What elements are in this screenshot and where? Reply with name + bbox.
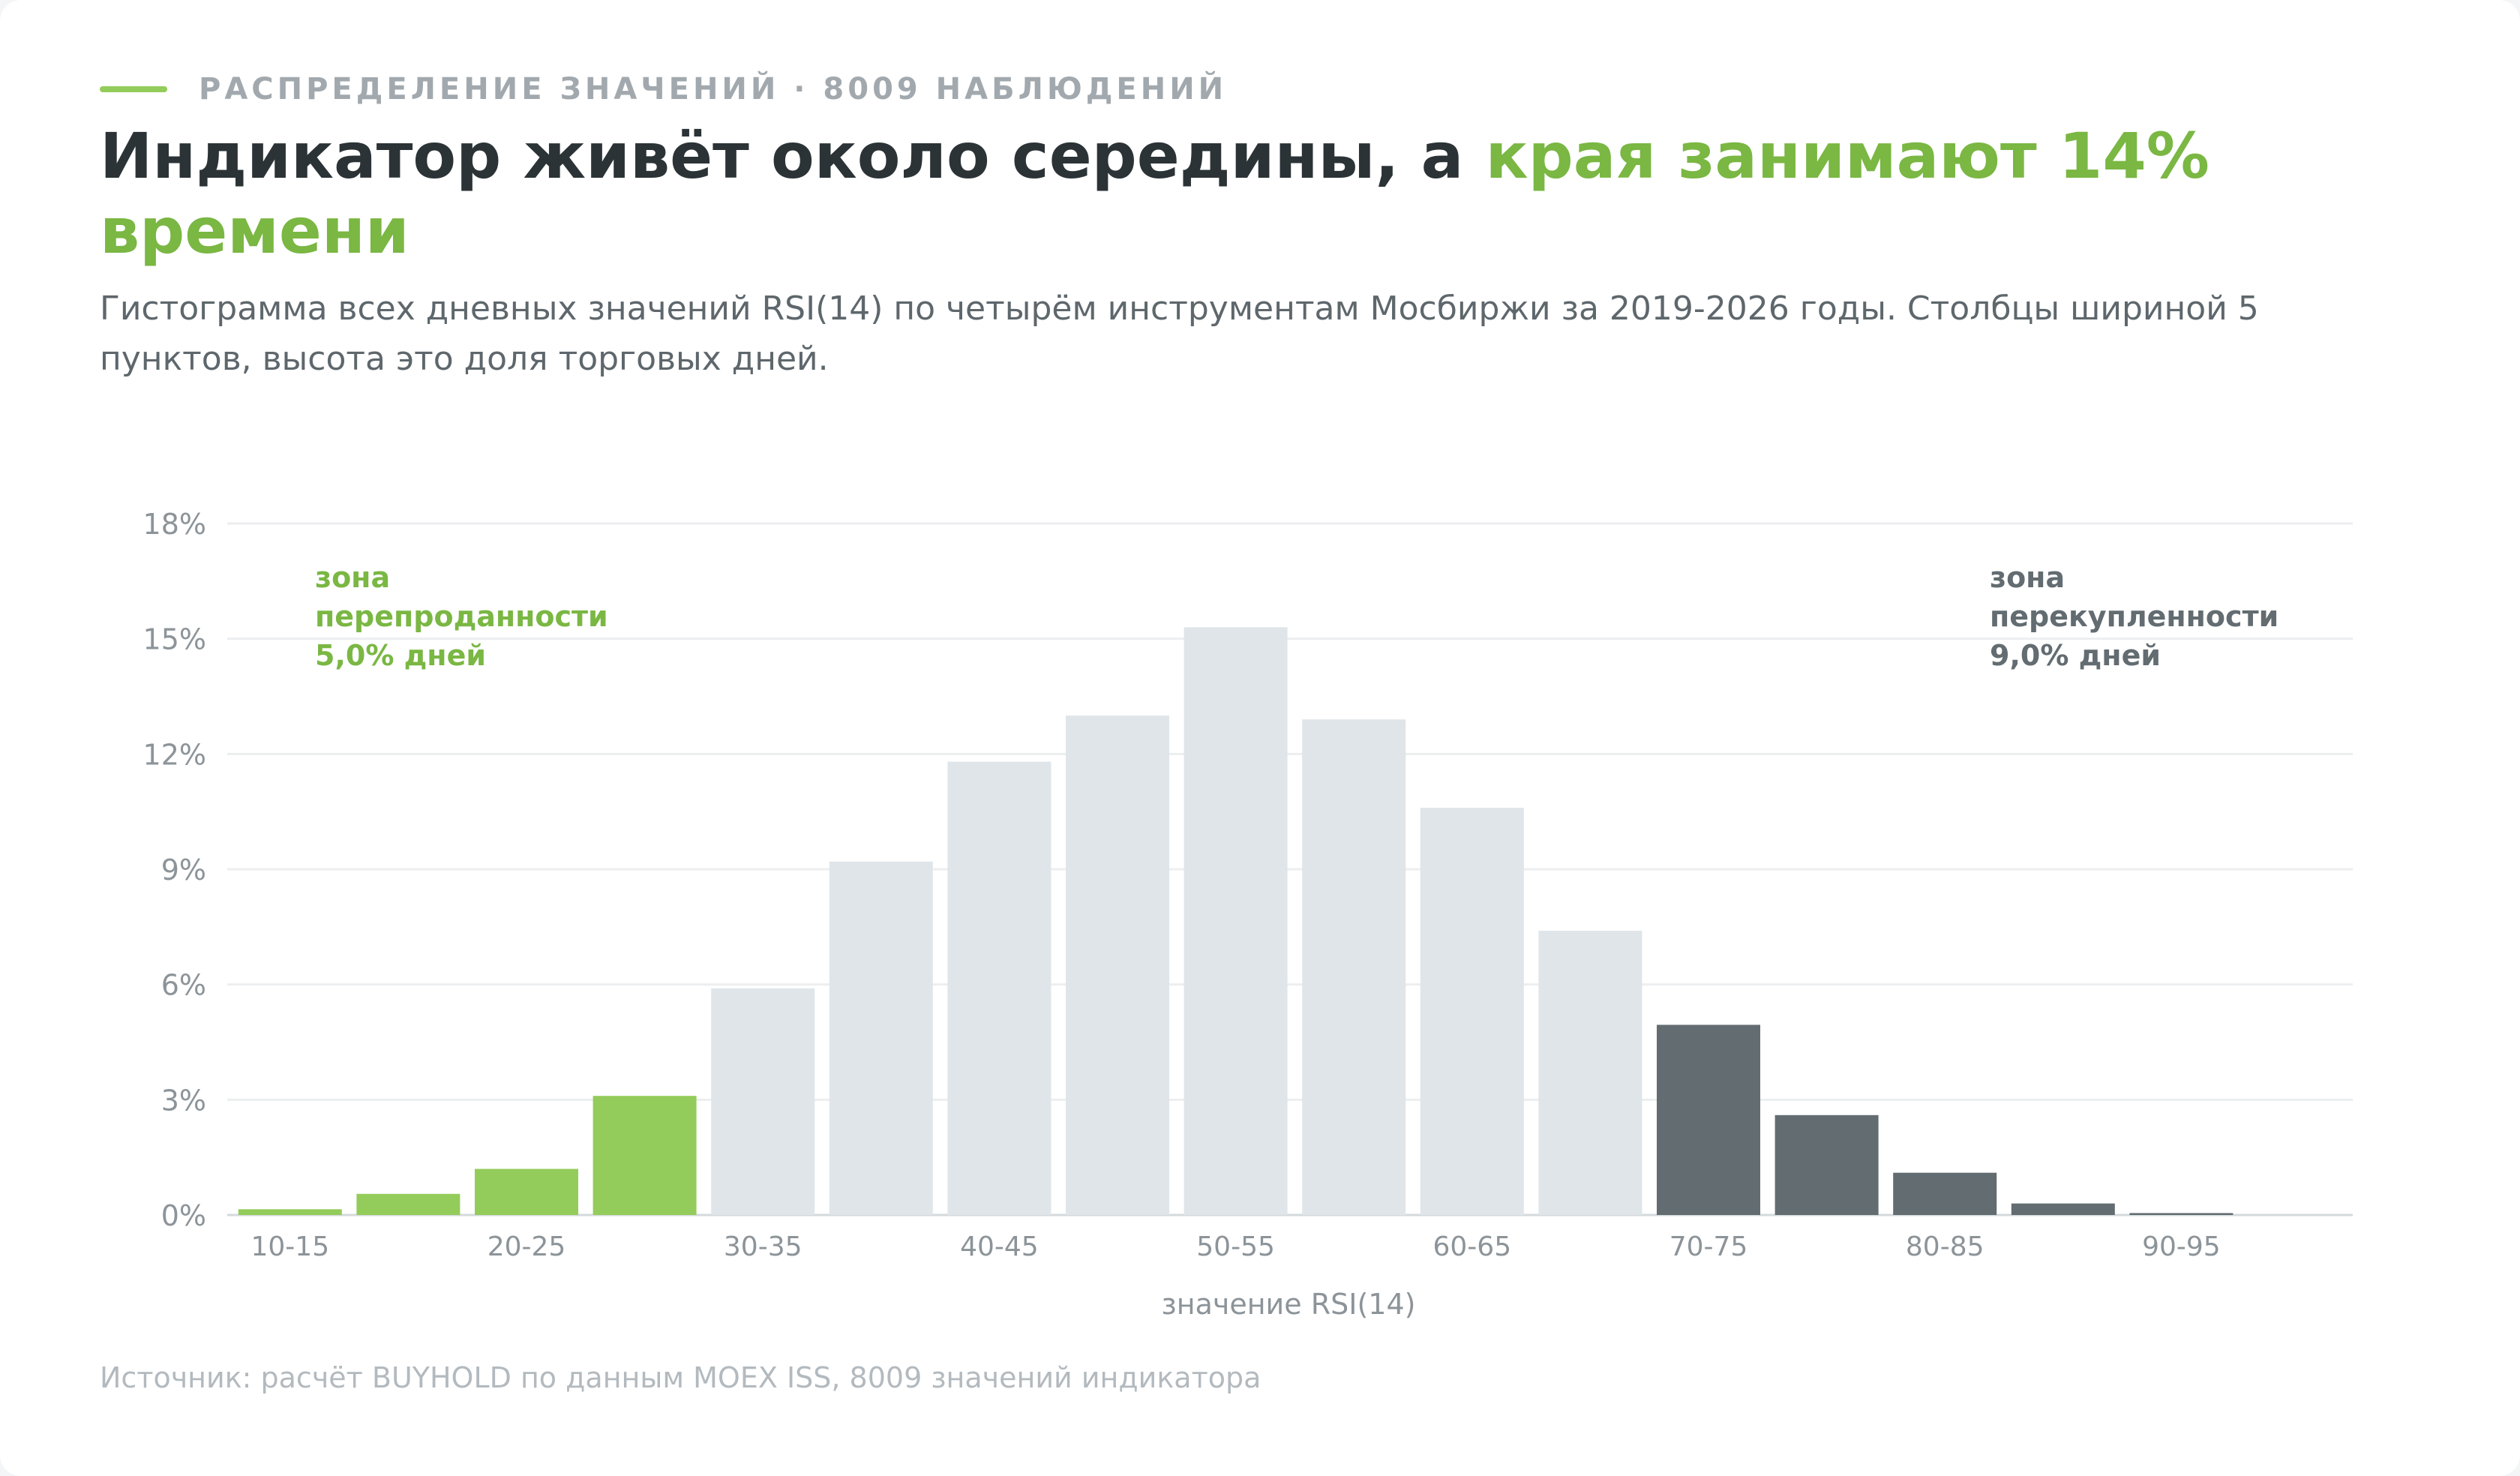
overbought-zone-label: 9,0% дней xyxy=(1990,639,2161,672)
source-note: Источник: расчёт BUYHOLD по данным MOEX … xyxy=(100,1361,1262,1394)
x-tick-label: 30-35 xyxy=(724,1232,802,1262)
x-tick-label: 50-55 xyxy=(1196,1232,1275,1262)
histogram-bar xyxy=(1657,1024,1760,1215)
histogram-bar xyxy=(2129,1213,2234,1215)
page-title: Индикатор живёт около середины, а края з… xyxy=(100,118,2275,268)
histogram-bar xyxy=(238,1209,342,1215)
oversold-zone-label: перепроданности xyxy=(315,600,608,633)
histogram-bar xyxy=(1774,1114,1879,1215)
y-tick-label: 18% xyxy=(143,508,206,541)
eyebrow: Распределение значений · 8009 наблюдений xyxy=(100,72,1227,106)
y-tick-label: 0% xyxy=(161,1199,206,1232)
oversold-zone-label: 5,0% дней xyxy=(315,639,486,672)
histogram-bar xyxy=(947,761,1052,1215)
histogram-bar xyxy=(1066,716,1169,1215)
histogram-bar xyxy=(711,988,815,1215)
histogram-bar xyxy=(2011,1203,2115,1215)
x-tick-label: 20-25 xyxy=(488,1232,566,1262)
eyebrow-text: Распределение значений · 8009 наблюдений xyxy=(199,72,1228,106)
y-tick-label: 9% xyxy=(161,854,206,886)
x-tick-label: 90-95 xyxy=(2142,1232,2221,1262)
histogram-bar xyxy=(829,861,933,1215)
axis-labels: 0% 3% 6% 9% 12% 15% 18% 10-15 20-25 30-35 40-45 50-… xyxy=(143,508,2221,1321)
y-tick-label: 15% xyxy=(143,623,206,656)
y-tick-label: 6% xyxy=(161,969,206,1002)
histogram-bar xyxy=(592,1096,697,1215)
x-tick-label: 70-75 xyxy=(1670,1232,1748,1262)
gridlines xyxy=(227,522,2353,1216)
x-tick-label: 40-45 xyxy=(960,1232,1039,1262)
overbought-zone-label: перекупленности xyxy=(1990,600,2278,633)
histogram-bar xyxy=(356,1193,460,1215)
subtitle: Гистограмма всех дневных значений RSI(14… xyxy=(100,290,2259,378)
overbought-zone-label: зона xyxy=(1990,561,2065,594)
bars xyxy=(238,627,2234,1215)
histogram-bar xyxy=(1538,930,1642,1215)
annotations: зона перепроданности 5,0% дней зона перекупл… xyxy=(315,561,2278,672)
histogram-bar xyxy=(475,1168,578,1215)
histogram-bar xyxy=(1302,719,1406,1215)
title-accent: края занимают 14% времени xyxy=(100,119,2210,268)
x-tick-label: 10-15 xyxy=(250,1232,329,1262)
y-tick-label: 3% xyxy=(161,1084,206,1117)
x-axis-title: значение RSI(14) xyxy=(1162,1288,1416,1321)
x-tick-label: 80-85 xyxy=(1906,1232,1984,1262)
oversold-zone-label: зона xyxy=(315,561,390,594)
eyebrow-accent-line xyxy=(100,86,167,92)
histogram-bar xyxy=(1184,627,1288,1215)
histogram-bar xyxy=(1893,1172,1997,1215)
histogram-bar xyxy=(1420,808,1524,1215)
x-tick-label: 60-65 xyxy=(1432,1232,1511,1262)
title-main: Индикатор живёт около середины, а xyxy=(100,119,1486,193)
y-tick-label: 12% xyxy=(143,738,206,771)
